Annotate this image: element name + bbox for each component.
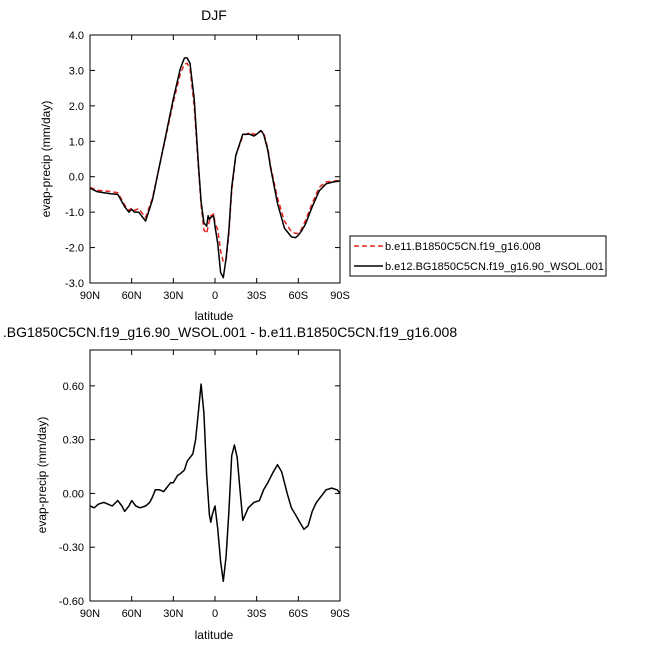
series-line-0-0 <box>89 62 341 263</box>
y-tick-label: 1.0 <box>69 136 84 148</box>
x-tick-label: 30S <box>247 290 267 302</box>
y-tick-label: 2.0 <box>69 101 84 113</box>
top-x-axis-label: latitude <box>195 309 234 323</box>
bottom-plot-frame <box>89 349 341 602</box>
series-line-1-0 <box>89 383 341 583</box>
x-tick-label: 90N <box>80 290 100 302</box>
x-tick-label: 30N <box>163 608 183 620</box>
x-tick-label: 0 <box>212 290 218 302</box>
bottom-x-ticks: 90N 60N 30N 0 30S 60S 90S <box>80 350 350 620</box>
y-tick-label: -1.0 <box>65 207 84 219</box>
x-tick-label: 60N <box>122 608 142 620</box>
legend-label-b-e11: b.e11.B1850C5CN.f19_g16.008 <box>385 241 541 253</box>
series-line-0-1 <box>89 57 341 279</box>
y-tick-label: 4.0 <box>69 30 84 42</box>
x-tick-label: 90S <box>330 290 350 302</box>
x-tick-label: 60N <box>122 290 142 302</box>
y-tick-label: -2.0 <box>65 243 84 255</box>
y-tick-label: -0.30 <box>59 542 84 554</box>
x-tick-label: 60S <box>289 608 309 620</box>
x-tick-label: 60S <box>289 290 309 302</box>
x-tick-label: 0 <box>212 608 218 620</box>
legend-box <box>349 235 607 277</box>
y-tick-label: 0.00 <box>63 488 84 500</box>
y-tick-label: 0.60 <box>63 381 84 393</box>
y-tick-label: 3.0 <box>69 65 84 77</box>
bottom-series-group <box>89 383 341 583</box>
top-chart: DJF 90N 60N 30N 0 30S 60S 90S -3.0 -2.0 -1.0 0.0 1… <box>39 7 607 323</box>
x-tick-label: 30N <box>163 290 183 302</box>
bottom-y-ticks: -0.60 -0.30 0.00 0.30 0.60 <box>59 381 340 608</box>
top-y-ticks: -3.0 -2.0 -1.0 0.0 1.0 2.0 3.0 4.0 <box>65 30 340 290</box>
x-tick-label: 30S <box>247 608 267 620</box>
legend: b.e11.B1850C5CN.f19_g16.008 b.e12.BG1850… <box>349 235 607 277</box>
bottom-y-axis-label: evap-precip (mm/day) <box>35 417 49 534</box>
x-tick-label: 90S <box>330 608 350 620</box>
y-tick-label: 0.0 <box>69 172 84 184</box>
top-y-axis-label: evap-precip (mm/day) <box>39 101 53 218</box>
bottom-x-axis-label: latitude <box>195 628 234 642</box>
top-x-ticks: 90N 60N 30N 0 30S 60S 90S <box>80 35 350 302</box>
y-tick-label: -3.0 <box>65 278 84 290</box>
legend-label-b-e12: b.e12.BG1850C5CN.f19_g16.90_WSOL.001 <box>385 261 604 273</box>
top-chart-title: DJF <box>201 7 227 23</box>
bottom-chart: .BG1850C5CN.f19_g16.90_WSOL.001 - b.e11.… <box>3 324 457 642</box>
bottom-chart-title: .BG1850C5CN.f19_g16.90_WSOL.001 - b.e11.… <box>3 324 457 340</box>
y-tick-label: 0.30 <box>63 435 84 447</box>
x-tick-label: 90N <box>80 608 100 620</box>
top-plot-frame <box>89 34 341 284</box>
top-series-group <box>89 57 341 279</box>
y-tick-label: -0.60 <box>59 596 84 608</box>
